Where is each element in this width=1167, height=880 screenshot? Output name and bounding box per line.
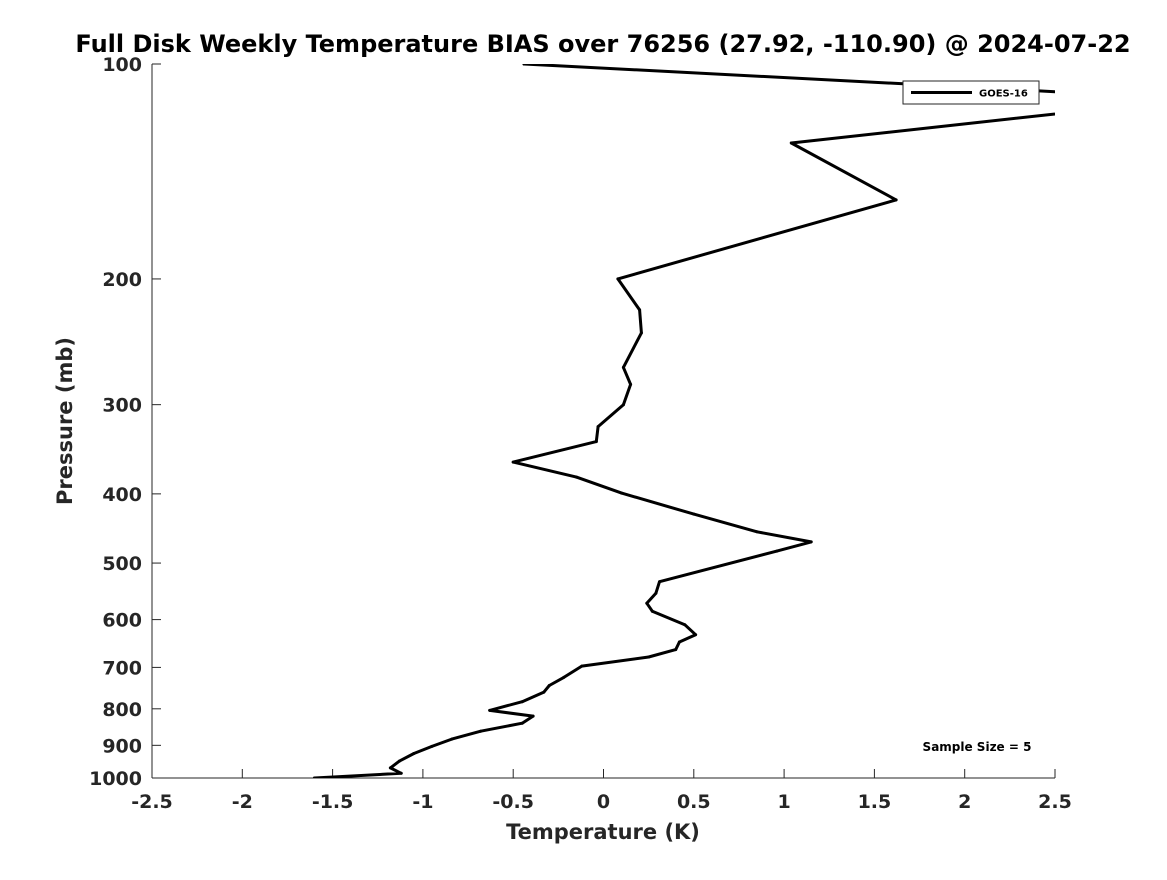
data-point	[616, 277, 620, 281]
data-point	[520, 721, 524, 725]
data-point	[650, 609, 654, 613]
x-tick-label: 1.5	[858, 791, 892, 813]
data-point	[654, 591, 658, 595]
data-point	[511, 460, 515, 464]
data-point	[430, 744, 434, 748]
data-point	[397, 759, 401, 763]
data-point	[479, 729, 483, 733]
data-point	[531, 714, 535, 718]
data-point	[399, 771, 403, 775]
legend-label-goes-16: GOES-16	[979, 89, 1028, 100]
data-point	[658, 580, 661, 584]
data-point	[547, 684, 551, 687]
x-tick-label: -0.5	[492, 791, 534, 813]
data-point	[638, 308, 642, 312]
data-point	[645, 601, 649, 605]
y-tick-label: 800	[102, 699, 142, 721]
data-point	[388, 766, 392, 770]
data-point	[809, 540, 813, 544]
y-tick-label: 600	[102, 610, 142, 632]
chart-title: Full Disk Weekly Temperature BIAS over 7…	[75, 30, 1130, 58]
x-tick-label: -2.5	[131, 791, 173, 813]
series-layer	[313, 64, 1055, 778]
data-point	[620, 491, 624, 495]
data-point	[683, 623, 687, 627]
data-point	[674, 648, 678, 652]
data-point	[520, 700, 524, 704]
data-point	[450, 737, 454, 741]
x-tick-label: 0	[597, 791, 610, 813]
y-tick-label: 500	[102, 553, 142, 575]
data-point	[542, 690, 546, 694]
data-point	[412, 752, 416, 755]
data-point	[522, 64, 526, 66]
y-tick-label: 700	[102, 657, 142, 679]
data-point	[647, 655, 651, 659]
data-point	[313, 776, 316, 778]
data-point	[677, 640, 681, 644]
data-point	[694, 633, 698, 637]
data-point	[789, 141, 793, 145]
x-tick-label: 0.5	[677, 791, 711, 813]
y-tick-label: 900	[102, 735, 142, 757]
data-point	[775, 549, 779, 553]
data-point	[692, 512, 696, 516]
data-point	[629, 382, 633, 386]
sample-size-annotation: Sample Size = 5	[923, 740, 1032, 754]
y-tick-label: 400	[102, 484, 142, 506]
data-point	[594, 440, 598, 444]
y-tick-label: 1000	[89, 768, 142, 790]
data-point	[596, 425, 600, 429]
y-tick-label: 200	[102, 269, 142, 291]
data-point	[580, 664, 584, 668]
axes: -2.5 -2 -1.5 -1 -0.5 0 0.5 1 1.5 2 2.5 100 200 300 400…	[89, 54, 1072, 813]
data-point	[488, 708, 492, 712]
x-tick-label: -2	[232, 791, 253, 813]
x-tick-label: 1	[777, 791, 790, 813]
data-point	[562, 675, 566, 679]
data-point	[621, 403, 625, 407]
x-tick-label: 2	[958, 791, 971, 813]
x-tick-label: 2.5	[1038, 791, 1072, 813]
x-axis-label: Temperature (K)	[506, 820, 700, 844]
data-point	[894, 198, 898, 202]
data-point	[574, 475, 578, 479]
data-point	[639, 331, 643, 335]
x-tick-label: -1	[412, 791, 433, 813]
data-point	[755, 530, 759, 534]
y-tick-label: 300	[102, 395, 142, 417]
y-tick-label: 100	[102, 54, 142, 76]
y-axis-label: Pressure (mb)	[53, 337, 77, 505]
data-point	[621, 365, 625, 369]
legend: GOES-16	[902, 80, 1040, 105]
x-tick-label: -1.5	[312, 791, 354, 813]
